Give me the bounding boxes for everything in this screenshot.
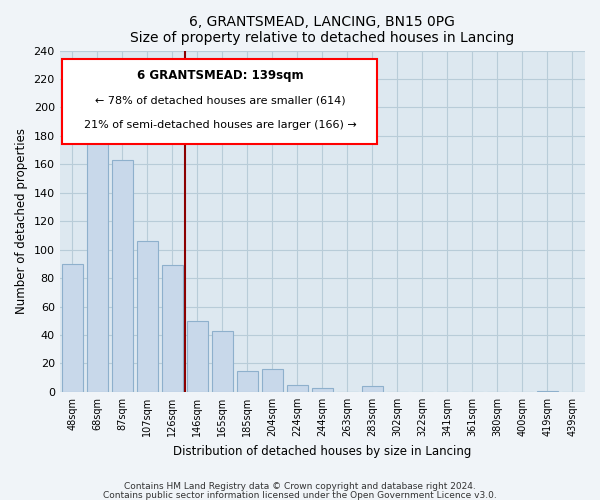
Text: Contains public sector information licensed under the Open Government Licence v3: Contains public sector information licen… [103,490,497,500]
Bar [161,266,183,392]
Bar [537,390,558,392]
Bar [362,386,383,392]
FancyBboxPatch shape [62,59,377,144]
Y-axis label: Number of detached properties: Number of detached properties [15,128,28,314]
Text: Contains HM Land Registry data © Crown copyright and database right 2024.: Contains HM Land Registry data © Crown c… [124,482,476,491]
Title: 6, GRANTSMEAD, LANCING, BN15 0PG
Size of property relative to detached houses in: 6, GRANTSMEAD, LANCING, BN15 0PG Size of… [130,15,514,45]
Text: 6 GRANTSMEAD: 139sqm: 6 GRANTSMEAD: 139sqm [137,69,303,82]
Bar [236,370,258,392]
Bar [287,385,308,392]
Bar [312,388,333,392]
Text: 21% of semi-detached houses are larger (166) →: 21% of semi-detached houses are larger (… [83,120,356,130]
Bar [137,241,158,392]
Bar [262,369,283,392]
Bar [112,160,133,392]
Bar [62,264,83,392]
Bar [187,321,208,392]
Bar [86,108,108,392]
Bar [212,331,233,392]
Text: ← 78% of detached houses are smaller (614): ← 78% of detached houses are smaller (61… [95,95,345,105]
X-axis label: Distribution of detached houses by size in Lancing: Distribution of detached houses by size … [173,444,472,458]
